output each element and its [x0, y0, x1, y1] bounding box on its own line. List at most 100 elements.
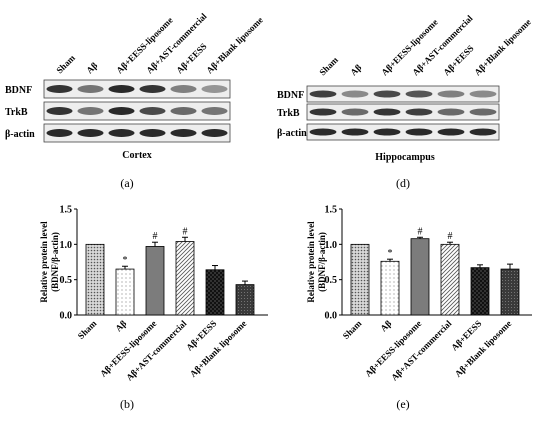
- significance-marker: *: [388, 248, 393, 259]
- y-tick-label: 0.5: [325, 275, 338, 286]
- blot-band: [469, 128, 497, 136]
- blot-lane-label: Aβ: [84, 60, 99, 75]
- bar: [145, 246, 165, 316]
- blot-band: [341, 90, 369, 98]
- blot-band: [201, 85, 228, 93]
- blot-strip: [43, 101, 231, 121]
- x-tick-label: Aβ+AST-commercial: [124, 318, 189, 383]
- blot-strip: [306, 85, 500, 103]
- blot-band: [108, 107, 135, 115]
- blot-band: [309, 90, 337, 98]
- blot-band: [139, 85, 166, 93]
- blot-band: [373, 90, 401, 98]
- y-tick-label: 1.5: [325, 205, 338, 216]
- blot-row-label: TrkB: [277, 108, 300, 119]
- panel-label: (a): [120, 176, 133, 190]
- bar: [410, 238, 430, 316]
- blot-band: [341, 128, 369, 136]
- blot-panel-0: Sham Aβ Aβ+EESS-liposomeAβ+AST-commercialA…: [5, 11, 265, 190]
- western-blot-layer: Sham Aβ Aβ+EESS-liposomeAβ+AST-commercialA…: [5, 11, 533, 190]
- blot-band: [437, 90, 465, 98]
- y-tick-label: 1.0: [325, 240, 338, 251]
- y-tick-label: 1.0: [60, 240, 73, 251]
- blot-band: [170, 107, 197, 115]
- panel-label: (e): [396, 397, 409, 411]
- x-tick-label: Aβ: [378, 318, 393, 333]
- y-tick-label: 1.5: [60, 205, 73, 216]
- blot-band: [201, 129, 228, 137]
- panel-label: (b): [120, 397, 134, 411]
- blot-panel-1: Sham Aβ Aβ+EESS-liposomeAβ+AST-commercialA…: [277, 13, 533, 190]
- blot-band: [469, 90, 497, 98]
- blot-band: [437, 128, 465, 136]
- y-tick-label: 0.0: [325, 311, 338, 322]
- x-tick-label: Sham: [341, 318, 364, 341]
- blot-lane-label: Aβ+Blank liposome: [204, 15, 265, 76]
- blot-band: [108, 85, 135, 93]
- blot-band: [405, 128, 433, 136]
- x-tick-label: Aβ+AST-commercial: [389, 318, 454, 383]
- blot-band: [46, 129, 73, 137]
- blot-lane-label: Sham: [54, 52, 77, 75]
- blot-lane-label: Aβ: [348, 62, 363, 77]
- blot-band: [46, 85, 73, 93]
- bar: [440, 243, 460, 316]
- y-axis-label-units: (BDNF/β-actin): [317, 232, 327, 292]
- y-axis-label: Relative protein level: [39, 221, 49, 303]
- blot-band: [77, 85, 104, 93]
- significance-marker: #: [448, 231, 453, 242]
- significance-marker: *: [123, 255, 128, 266]
- blot-lane-label: Aβ+EESS-liposome: [114, 15, 174, 75]
- x-tick-label: Aβ+EESS-liposome: [98, 318, 158, 378]
- blot-row-label: TrkB: [5, 107, 28, 118]
- significance-marker: #: [418, 226, 423, 237]
- x-tick-label: Aβ+EESS-liposome: [363, 318, 423, 378]
- x-tick-label: Aβ+Blank liposome: [188, 318, 249, 379]
- blot-row-label: β-actin: [277, 128, 307, 139]
- significance-marker: #: [183, 226, 188, 237]
- y-axis-label-units: (BDNF/β-actin): [50, 232, 60, 292]
- x-tick-label: Sham: [76, 318, 99, 341]
- blot-band: [170, 85, 197, 93]
- bar: [235, 284, 255, 316]
- blot-row-label: β-actin: [5, 129, 35, 140]
- blot-band: [139, 129, 166, 137]
- blot-strip: [306, 103, 500, 121]
- x-tick-label: Aβ+Blank liposome: [453, 318, 514, 379]
- significance-marker: #: [153, 231, 158, 242]
- blot-band: [373, 128, 401, 136]
- y-tick-label: 0.0: [60, 311, 73, 322]
- bar: [470, 267, 490, 316]
- blot-band: [170, 129, 197, 137]
- bar: [85, 243, 105, 316]
- tissue-label: Hippocampus: [375, 152, 435, 163]
- blot-band: [77, 107, 104, 115]
- bar: [175, 241, 195, 316]
- blot-band: [341, 108, 369, 116]
- blot-row-label: BDNF: [5, 85, 32, 96]
- blot-band: [201, 107, 228, 115]
- blot-lane-label: Aβ+EESS-liposome: [379, 17, 439, 77]
- blot-band: [373, 108, 401, 116]
- blot-band: [108, 129, 135, 137]
- blot-band: [309, 128, 337, 136]
- tissue-label: Cortex: [122, 150, 151, 161]
- panel-label: (d): [396, 176, 410, 190]
- blot-band: [139, 107, 166, 115]
- blot-row-label: BDNF: [277, 90, 304, 101]
- bar: [380, 260, 400, 316]
- blot-band: [437, 108, 465, 116]
- x-tick-label: Aβ: [113, 318, 128, 333]
- blot-band: [405, 108, 433, 116]
- blot-band: [469, 108, 497, 116]
- bar: [500, 268, 520, 316]
- y-tick-label: 0.5: [60, 275, 73, 286]
- blot-band: [309, 108, 337, 116]
- blot-lane-label: Aβ+Blank liposome: [472, 17, 533, 78]
- blot-band: [405, 90, 433, 98]
- blot-strip: [43, 123, 231, 143]
- blot-band: [77, 129, 104, 137]
- blot-strip: [306, 123, 500, 141]
